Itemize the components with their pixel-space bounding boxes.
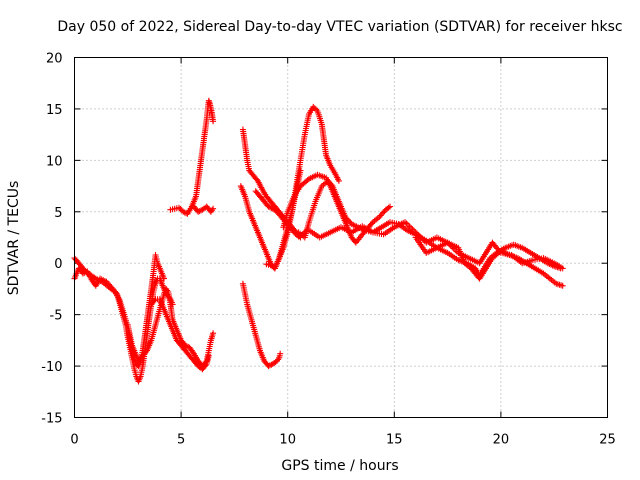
ticks xyxy=(74,57,608,418)
series-markers xyxy=(252,188,310,240)
y-tick-label: -10 xyxy=(41,360,62,375)
series-markers xyxy=(148,296,212,373)
x-axis-label: GPS time / hours xyxy=(281,458,398,474)
chart-title: Day 050 of 2022, Sidereal Day-to-day VTE… xyxy=(57,19,622,35)
x-tick-label: 25 xyxy=(599,433,616,448)
series-markers xyxy=(167,97,217,217)
data-points xyxy=(71,97,566,385)
grid xyxy=(74,57,608,418)
series-markers xyxy=(124,285,217,370)
series-sat-e xyxy=(167,97,217,217)
series-sat-a xyxy=(71,265,176,385)
series-sat-i xyxy=(239,280,284,370)
series-markers xyxy=(239,280,284,370)
series-markers xyxy=(71,265,176,385)
x-tick-label: 0 xyxy=(70,433,78,448)
x-tick-label: 20 xyxy=(493,433,510,448)
y-axis-label: SDTVAR / TECUs xyxy=(6,181,22,296)
y-tick-label: -5 xyxy=(50,309,63,324)
series-sat-j xyxy=(252,188,310,240)
series-sat-c xyxy=(124,285,217,370)
plot-frame xyxy=(74,57,608,418)
y-tick-label: 10 xyxy=(46,154,63,169)
y-tick-label: 5 xyxy=(54,206,62,221)
x-tick-label: 5 xyxy=(177,433,185,448)
series-sat-f xyxy=(190,203,217,215)
series-sat-d xyxy=(148,296,212,373)
y-tick-label: 0 xyxy=(54,257,62,272)
series-markers xyxy=(412,234,566,289)
series-markers xyxy=(237,167,304,272)
x-tick-label: 15 xyxy=(386,433,403,448)
x-tick-label: 10 xyxy=(279,433,296,448)
series-markers xyxy=(190,203,217,215)
series-sat-o xyxy=(412,234,566,289)
tick-labels: 0 5 10 15 20 25 -15 -10 -5 0 5 10 15 20 xyxy=(41,52,616,448)
series-sat-h xyxy=(237,167,304,272)
y-tick-label: 20 xyxy=(46,52,63,67)
y-tick-label: -15 xyxy=(41,412,62,427)
y-tick-label: 15 xyxy=(46,103,63,118)
